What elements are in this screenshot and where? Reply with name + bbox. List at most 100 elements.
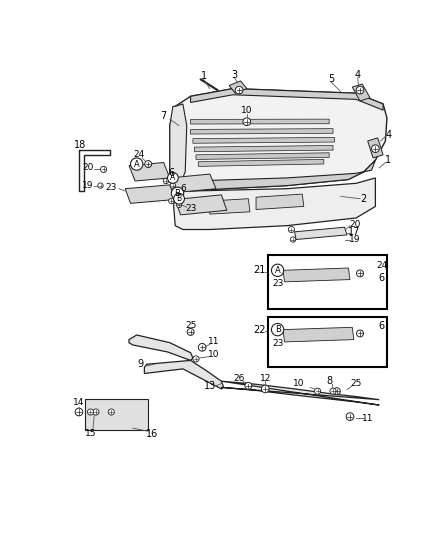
Text: 8: 8: [326, 376, 332, 386]
Circle shape: [346, 413, 354, 421]
Text: 1: 1: [385, 155, 392, 165]
Circle shape: [371, 145, 379, 152]
Polygon shape: [229, 81, 247, 93]
Text: 2: 2: [361, 193, 367, 204]
Text: 6: 6: [180, 184, 186, 193]
Bar: [268, 255, 387, 309]
Polygon shape: [170, 174, 216, 192]
Circle shape: [98, 183, 103, 188]
Text: A: A: [134, 159, 140, 168]
Polygon shape: [170, 104, 187, 189]
Polygon shape: [191, 88, 383, 110]
Circle shape: [243, 118, 251, 126]
Polygon shape: [85, 399, 148, 430]
Text: 11: 11: [208, 337, 219, 346]
Text: 25: 25: [350, 379, 362, 388]
Polygon shape: [221, 381, 379, 405]
Text: 1: 1: [201, 70, 207, 80]
Polygon shape: [283, 327, 354, 342]
Circle shape: [145, 160, 152, 167]
Text: 20: 20: [349, 220, 360, 229]
Polygon shape: [170, 88, 387, 191]
Circle shape: [169, 198, 174, 204]
Text: 10: 10: [208, 350, 219, 359]
Polygon shape: [294, 227, 347, 239]
Text: 11: 11: [362, 414, 374, 423]
Polygon shape: [191, 119, 329, 124]
Polygon shape: [125, 185, 175, 203]
Text: 24: 24: [134, 150, 145, 159]
Circle shape: [93, 409, 99, 415]
Circle shape: [288, 227, 294, 232]
Circle shape: [108, 409, 114, 415]
Text: 23: 23: [272, 279, 283, 288]
Circle shape: [198, 343, 206, 351]
Text: 6: 6: [378, 321, 385, 331]
Text: 12: 12: [260, 374, 271, 383]
Text: 18: 18: [74, 140, 87, 150]
Polygon shape: [256, 194, 304, 209]
Text: 24: 24: [376, 261, 387, 270]
Circle shape: [356, 86, 364, 94]
Text: 5: 5: [328, 75, 335, 84]
Polygon shape: [173, 178, 375, 230]
Text: 10: 10: [241, 106, 253, 115]
Circle shape: [193, 356, 199, 362]
Text: 19: 19: [82, 181, 94, 190]
Text: 21: 21: [254, 265, 266, 276]
Circle shape: [167, 173, 178, 183]
Circle shape: [163, 179, 169, 184]
Text: 22: 22: [254, 325, 266, 335]
Polygon shape: [191, 128, 333, 134]
Polygon shape: [352, 84, 370, 101]
Text: A: A: [170, 173, 176, 182]
Text: 25: 25: [185, 321, 196, 330]
Circle shape: [88, 409, 94, 415]
Circle shape: [272, 264, 284, 277]
Circle shape: [170, 183, 176, 188]
Text: 16: 16: [146, 429, 158, 439]
Polygon shape: [194, 146, 333, 152]
Circle shape: [177, 202, 182, 207]
Circle shape: [357, 270, 364, 277]
Circle shape: [330, 388, 336, 394]
Text: 7: 7: [160, 111, 167, 122]
Text: B: B: [177, 194, 182, 203]
Polygon shape: [193, 138, 335, 143]
Circle shape: [333, 387, 340, 394]
Polygon shape: [175, 195, 227, 215]
Circle shape: [173, 193, 184, 204]
Polygon shape: [367, 138, 383, 158]
Bar: [268, 317, 387, 367]
Circle shape: [235, 86, 243, 94]
Circle shape: [187, 328, 194, 335]
Text: 23: 23: [106, 183, 117, 192]
Text: 13: 13: [204, 381, 216, 391]
Text: 17: 17: [348, 227, 361, 237]
Text: 3: 3: [231, 70, 237, 80]
Polygon shape: [129, 335, 193, 360]
Polygon shape: [283, 268, 350, 282]
Text: 4: 4: [385, 130, 392, 140]
Circle shape: [357, 330, 364, 337]
Circle shape: [261, 385, 269, 393]
Circle shape: [131, 158, 143, 170]
Text: 6: 6: [378, 273, 385, 283]
Circle shape: [245, 382, 252, 389]
Polygon shape: [175, 160, 375, 191]
Circle shape: [272, 324, 284, 336]
Text: 4: 4: [355, 70, 361, 80]
Circle shape: [100, 166, 107, 173]
Text: A: A: [275, 266, 280, 275]
Text: 23: 23: [185, 204, 196, 213]
Polygon shape: [210, 199, 250, 214]
Text: 19: 19: [349, 235, 360, 244]
Text: 10: 10: [293, 379, 304, 388]
Circle shape: [75, 408, 83, 416]
Text: 14: 14: [73, 398, 85, 407]
Circle shape: [290, 237, 296, 242]
Text: 20: 20: [82, 164, 94, 172]
Polygon shape: [145, 360, 224, 389]
Text: 26: 26: [233, 374, 245, 383]
Text: 9: 9: [138, 359, 144, 369]
